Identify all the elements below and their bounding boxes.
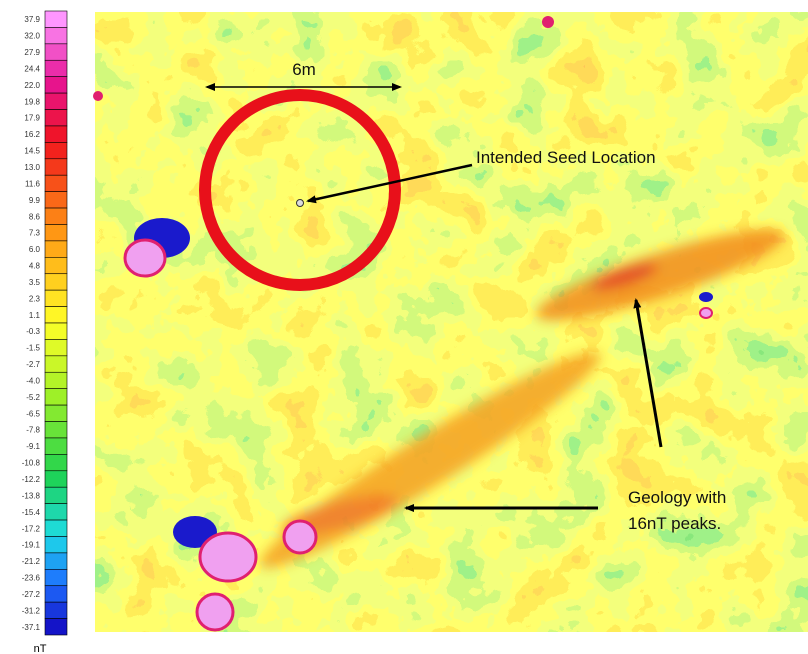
scale-label: -27.2 [22,590,41,599]
scale-swatch [45,11,67,27]
scale-label: -37.1 [22,623,41,632]
scale-swatch [45,454,67,470]
scale-label: 22.0 [24,81,40,90]
seed-label: Intended Seed Location [476,148,656,167]
scale-label: -15.4 [22,508,41,517]
color-scale: 37.9 32.0 27.9 24.4 22.0 19.8 17.9 16.2 14.5 13.0… [22,11,67,635]
scale-swatch [45,356,67,372]
scale-swatch [45,339,67,355]
scale-swatch [45,159,67,175]
scale-label: 9.9 [29,196,41,205]
scale-label: 19.8 [24,97,40,106]
scale-label: 32.0 [24,32,40,41]
scale-label: 13.0 [24,163,40,172]
scale-label: -21.2 [22,557,41,566]
scale-label: -31.2 [22,606,41,615]
scale-swatch [45,110,67,126]
scale-swatch [45,60,67,76]
scale-label: -0.3 [26,327,40,336]
scale-swatch [45,323,67,339]
scale-label: 6m [292,60,316,79]
scale-swatch [45,504,67,520]
scale-swatch [45,438,67,454]
scale-label: 17.9 [24,114,40,123]
scale-swatch [45,257,67,273]
scale-swatch [45,602,67,618]
scale-label: 3.5 [29,278,41,287]
scale-swatch [45,175,67,191]
scale-swatch [45,471,67,487]
scale-swatch [45,192,67,208]
scale-swatch [45,27,67,43]
scale-label: -9.1 [26,442,40,451]
magnetometer-map: 6m Intended Seed Location Geology with 1… [0,0,808,654]
scale-label: -13.8 [22,491,41,500]
scale-label: -23.6 [22,574,41,583]
scale-swatch [45,536,67,552]
scale-label: -2.7 [26,360,40,369]
scale-label: 11.6 [25,179,41,188]
scale-swatch [45,520,67,536]
scale-label: 7.3 [29,229,41,238]
scale-label: 16.2 [24,130,40,139]
scale-swatch [45,619,67,635]
scale-swatch [45,224,67,240]
scale-label: 24.4 [24,64,40,73]
scale-swatch [45,586,67,602]
scale-swatch [45,241,67,257]
scale-swatch [45,290,67,306]
scale-swatch [45,208,67,224]
scale-swatch [45,142,67,158]
scale-label: 27.9 [24,48,40,57]
scale-label: -12.2 [22,475,41,484]
scale-label: 2.3 [29,294,41,303]
geology-label: Geology with [628,488,726,507]
scale-swatch [45,77,67,93]
scale-label: -10.8 [22,459,41,468]
scale-label: -19.1 [22,541,41,550]
scale-label: 4.8 [29,262,41,271]
scale-swatch [45,389,67,405]
scale-label: 8.6 [29,212,41,221]
map-area: 6m Intended Seed Location Geology with 1… [93,12,808,632]
scale-label: -1.5 [26,344,40,353]
scale-label: -7.8 [26,426,40,435]
scale-label: 14.5 [24,147,40,156]
scale-swatch [45,126,67,142]
scale-label: 37.9 [24,15,40,24]
scale-label: -17.2 [22,524,41,533]
scale-swatch [45,487,67,503]
geology-label: 16nT peaks. [628,514,721,533]
scale-swatch [45,553,67,569]
scale-swatch [45,422,67,438]
scale-label: -5.2 [26,393,40,402]
scale-swatch [45,44,67,60]
scale-swatch [45,569,67,585]
unit-label: nT [34,643,47,654]
scale-swatch [45,307,67,323]
scale-label: -4.0 [26,376,40,385]
scale-swatch [45,372,67,388]
scale-swatch [45,405,67,421]
scale-label: 6.0 [29,245,41,254]
scale-swatch [45,274,67,290]
scale-swatch [45,93,67,109]
scale-label: 1.1 [29,311,41,320]
seed-point [297,200,304,207]
scale-label: -6.5 [26,409,40,418]
